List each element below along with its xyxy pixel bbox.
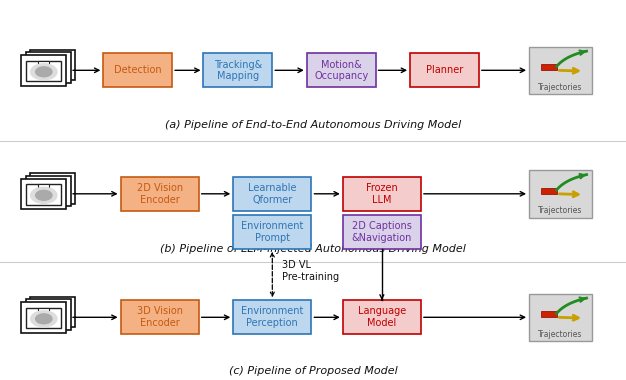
FancyBboxPatch shape xyxy=(120,177,199,211)
FancyBboxPatch shape xyxy=(30,50,75,80)
FancyBboxPatch shape xyxy=(233,300,312,334)
Text: Trajectories: Trajectories xyxy=(538,83,582,92)
FancyBboxPatch shape xyxy=(307,53,376,87)
FancyBboxPatch shape xyxy=(529,170,592,217)
FancyBboxPatch shape xyxy=(26,52,71,83)
FancyBboxPatch shape xyxy=(541,188,557,194)
FancyBboxPatch shape xyxy=(26,61,61,81)
FancyBboxPatch shape xyxy=(120,300,199,334)
FancyBboxPatch shape xyxy=(26,308,61,328)
Text: 2D Captions
&Navigation: 2D Captions &Navigation xyxy=(352,221,412,242)
Text: Language
Model: Language Model xyxy=(357,307,406,328)
FancyBboxPatch shape xyxy=(21,179,66,209)
FancyBboxPatch shape xyxy=(30,173,75,204)
FancyBboxPatch shape xyxy=(541,311,557,317)
FancyBboxPatch shape xyxy=(21,302,66,332)
Circle shape xyxy=(31,311,57,327)
FancyBboxPatch shape xyxy=(30,297,75,327)
FancyBboxPatch shape xyxy=(343,215,421,249)
Circle shape xyxy=(36,67,52,77)
FancyBboxPatch shape xyxy=(343,300,421,334)
FancyBboxPatch shape xyxy=(26,184,61,205)
Text: Environment
Prompt: Environment Prompt xyxy=(241,221,304,242)
FancyBboxPatch shape xyxy=(233,215,312,249)
Text: (a) Pipeline of End-to-End Autonomous Driving Model: (a) Pipeline of End-to-End Autonomous Dr… xyxy=(165,120,461,130)
FancyBboxPatch shape xyxy=(26,299,71,330)
FancyBboxPatch shape xyxy=(541,64,557,70)
FancyBboxPatch shape xyxy=(103,53,172,87)
Text: Trajectories: Trajectories xyxy=(538,330,582,339)
FancyBboxPatch shape xyxy=(21,55,66,86)
Text: Frozen
LLM: Frozen LLM xyxy=(366,183,398,204)
Text: Trajectories: Trajectories xyxy=(538,206,582,215)
FancyBboxPatch shape xyxy=(343,177,421,211)
Text: Learnable
Qformer: Learnable Qformer xyxy=(248,183,297,204)
Text: Detection: Detection xyxy=(114,65,162,75)
Text: Motion&
Occupancy: Motion& Occupancy xyxy=(314,60,368,81)
Text: 2D Vision
Encoder: 2D Vision Encoder xyxy=(136,183,183,204)
Text: Planner: Planner xyxy=(426,65,463,75)
FancyBboxPatch shape xyxy=(410,53,479,87)
Text: (c) Pipeline of Proposed Model: (c) Pipeline of Proposed Model xyxy=(228,366,398,375)
FancyBboxPatch shape xyxy=(233,177,312,211)
FancyBboxPatch shape xyxy=(38,184,49,188)
FancyBboxPatch shape xyxy=(203,53,272,87)
FancyBboxPatch shape xyxy=(38,61,49,65)
FancyBboxPatch shape xyxy=(38,308,49,312)
FancyBboxPatch shape xyxy=(26,176,71,206)
Circle shape xyxy=(36,314,52,324)
Circle shape xyxy=(31,64,57,80)
FancyBboxPatch shape xyxy=(529,47,592,94)
Text: 3D Vision
Encoder: 3D Vision Encoder xyxy=(136,307,183,328)
Circle shape xyxy=(31,187,57,203)
Text: Tracking&
Mapping: Tracking& Mapping xyxy=(213,60,262,81)
Circle shape xyxy=(36,190,52,200)
Text: (b) Pipeline of LLM-injected Autonomous Driving Model: (b) Pipeline of LLM-injected Autonomous … xyxy=(160,244,466,254)
Text: Environment
Perception: Environment Perception xyxy=(241,307,304,328)
Text: 3D VL
Pre-training: 3D VL Pre-training xyxy=(282,260,339,282)
FancyBboxPatch shape xyxy=(529,293,592,341)
